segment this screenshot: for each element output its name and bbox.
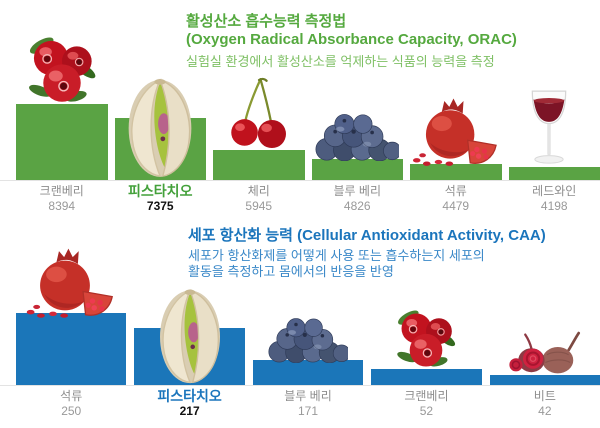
orac-column-cherry [213,85,305,180]
category-label: 레드와인 [532,184,577,198]
caa-labels: 석류 250 피스타치오 217 블루 베리 171 크랜베리 52 비트 42 [16,389,600,419]
pistachio-icon [151,285,229,385]
orac-label-cranberry: 크랜베리 8394 [16,184,108,214]
caa-bar-beet [489,375,600,385]
caa-column-blueberry [252,290,364,385]
orac-label-pistachio: 피스타치오 7375 [115,184,207,214]
orac-label-pomegranate: 석류 4479 [410,184,502,214]
orac-column-blueberry [311,85,403,180]
value-label: 7375 [146,199,174,213]
orac-labels: 크랜베리 8394 피스타치오 7375 체리 5945 블루 베리 4826 … [16,184,600,214]
caa-bar-blueberry [252,360,364,385]
category-label: 피스타치오 [128,183,193,199]
caa-header: 세포 항산화 능력 (Cellular Antioxidant Activity… [188,227,546,280]
category-label: 블루 베리 [284,389,332,403]
value-label: 250 [61,404,82,418]
category-label: 피스타치오 [157,388,222,404]
category-label: 석류 [60,389,83,403]
caa-column-pomegranate [16,290,127,385]
value-label: 171 [298,404,319,418]
wine-glass-icon [524,89,574,169]
value-label: 4198 [540,199,568,213]
category-label: 비트 [533,389,556,403]
pomegranate-icon [410,96,502,167]
value-label: 4479 [442,199,470,213]
value-label: 4826 [343,199,371,213]
category-label: 블루 베리 [333,184,382,198]
caa-label-pomegranate: 석류 250 [16,389,126,419]
orac-title-korean: 활성산소 흡수능력 측정법 [186,13,347,30]
caa-label-pistachio: 피스타치오 217 [134,389,244,419]
orac-column-cranberry [16,85,108,180]
cranberry-icon [391,304,461,372]
caa-subtitle-line2: 활동을 측정하고 몸에서의 반응을 반영 [188,264,394,279]
category-label: 크랜베리 [39,184,84,198]
orac-label-red-wine: 레드와인 4198 [509,184,600,214]
cranberry-icon [23,30,101,108]
blueberry-icon [268,318,348,363]
value-label: 5945 [245,199,273,213]
orac-title-english: (Oxygen Radical Absorbance Capacity, ORA… [186,31,517,48]
value-label: 52 [419,404,434,418]
value-label: 42 [538,404,552,418]
caa-bar-chart [16,290,600,385]
caa-label-cranberry: 크랜베리 52 [371,389,481,419]
orac-column-pistachio [114,85,206,180]
orac-label-cherry: 체리 5945 [213,184,305,214]
orac-label-blueberry: 블루 베리 4826 [312,184,404,214]
caa-subtitle-line1: 세포가 항산화제를 어떻게 사용 또는 흡수하는지 세포의 [188,248,485,263]
orac-bar-blueberry [311,159,403,180]
category-label: 크랜베리 [404,389,449,403]
caa-title: 세포 항산화 능력 (Cellular Antioxidant Activity… [188,227,546,244]
orac-baseline [0,180,600,181]
orac-header: 활성산소 흡수능력 측정법 (Oxygen Radical Absorbance… [186,13,517,70]
orac-column-pomegranate [410,85,502,180]
orac-subtitle: 실험실 환경에서 활성산소를 억제하는 식품의 능력을 측정 [186,54,495,69]
caa-label-blueberry: 블루 베리 171 [253,389,363,419]
caa-label-beet: 비트 42 [490,389,600,419]
caa-bar-cranberry [371,369,482,385]
orac-bar-cherry [213,150,305,180]
caa-column-cranberry [371,290,482,385]
category-label: 석류 [444,184,467,198]
caa-baseline [0,385,600,386]
blueberry-icon [315,114,399,161]
pistachio-icon [122,74,198,179]
orac-bar-red-wine [508,167,600,180]
orac-bar-cranberry [16,104,108,180]
pomegranate-icon [24,246,119,319]
caa-bar-pomegranate [16,313,127,385]
caa-column-beet [489,290,600,385]
value-label: 217 [179,404,200,418]
orac-bar-chart [16,85,600,180]
orac-bar-pomegranate [410,164,502,180]
value-label: 8394 [48,199,76,213]
orac-column-red-wine [508,85,600,180]
category-label: 체리 [247,184,270,198]
beet-icon [508,330,582,378]
caa-column-pistachio [134,290,245,385]
cherry-icon [224,77,294,153]
